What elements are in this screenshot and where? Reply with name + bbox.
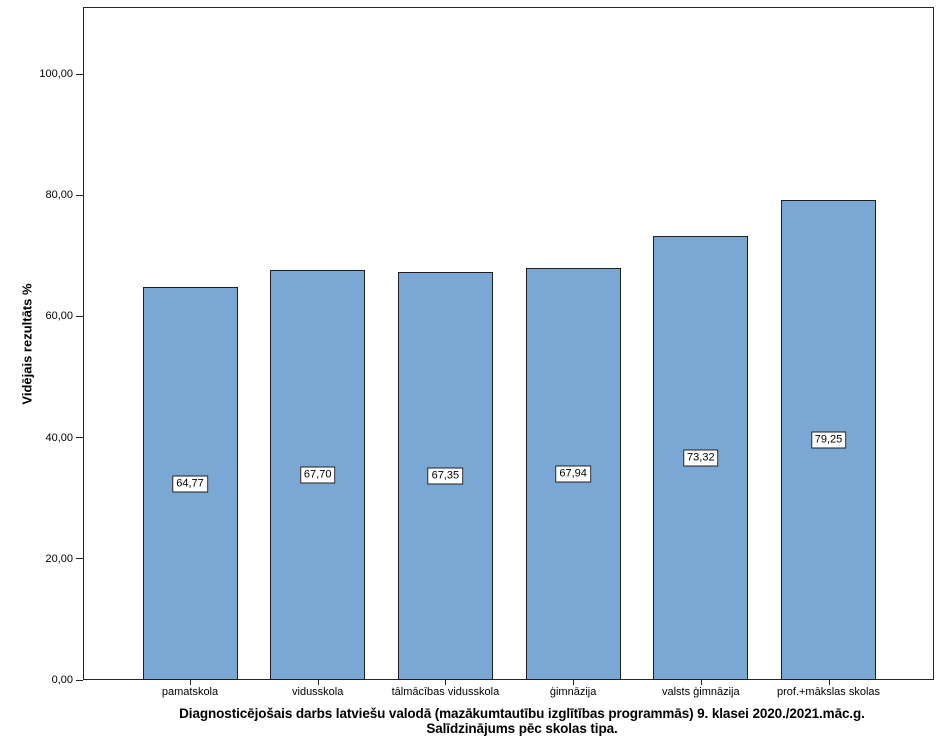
x-tick-mark [190, 680, 191, 685]
y-tick-label: 60,00 [45, 310, 73, 323]
bar-value-label: 64,77 [172, 475, 208, 493]
x-tick-mark [317, 680, 319, 685]
x-category-label: ģimnāzija [549, 686, 597, 698]
chart-title-line2: Salīdzinājums pēc skolas tipa. [426, 720, 618, 736]
y-tick-label: 80,00 [45, 189, 73, 202]
x-tick-mark [445, 680, 447, 685]
bar-value-label: 73,32 [683, 449, 719, 467]
x-category-label: valsts ģimnāzija [661, 686, 740, 698]
y-tick-mark [76, 73, 83, 75]
x-category-label: prof.+mākslas skolas [776, 686, 881, 698]
y-tick-label: 40,00 [45, 431, 73, 444]
y-tick-mark [76, 194, 83, 196]
y-tick-mark [76, 679, 83, 681]
chart-title: Diagnosticējošais darbs latviešu valodā … [99, 706, 945, 736]
y-axis-title: Vidējais rezultāts % [19, 283, 35, 405]
y-tick-mark [76, 437, 83, 439]
y-tick-label: 0,00 [51, 674, 73, 686]
y-tick-label: 100,00 [39, 68, 73, 80]
bar-value-label: 67,94 [555, 465, 591, 483]
x-tick-mark [828, 680, 830, 685]
bar-value-label: 67,70 [299, 466, 336, 484]
x-tick-mark [573, 680, 575, 685]
bar-value-label: 67,35 [427, 467, 464, 485]
bar-value-label: 79,25 [810, 431, 847, 449]
chart-title-line1: Diagnosticējošais darbs latviešu valodā … [179, 706, 865, 721]
x-category-label: vidusskola [292, 686, 344, 698]
x-category-label: tālmācības vidusskola [391, 686, 500, 698]
x-category-label: pamatskola [161, 686, 219, 698]
y-tick-mark [76, 558, 83, 560]
y-tick-mark [76, 315, 83, 317]
y-tick-label: 20,00 [45, 552, 73, 565]
x-tick-mark [700, 680, 702, 685]
